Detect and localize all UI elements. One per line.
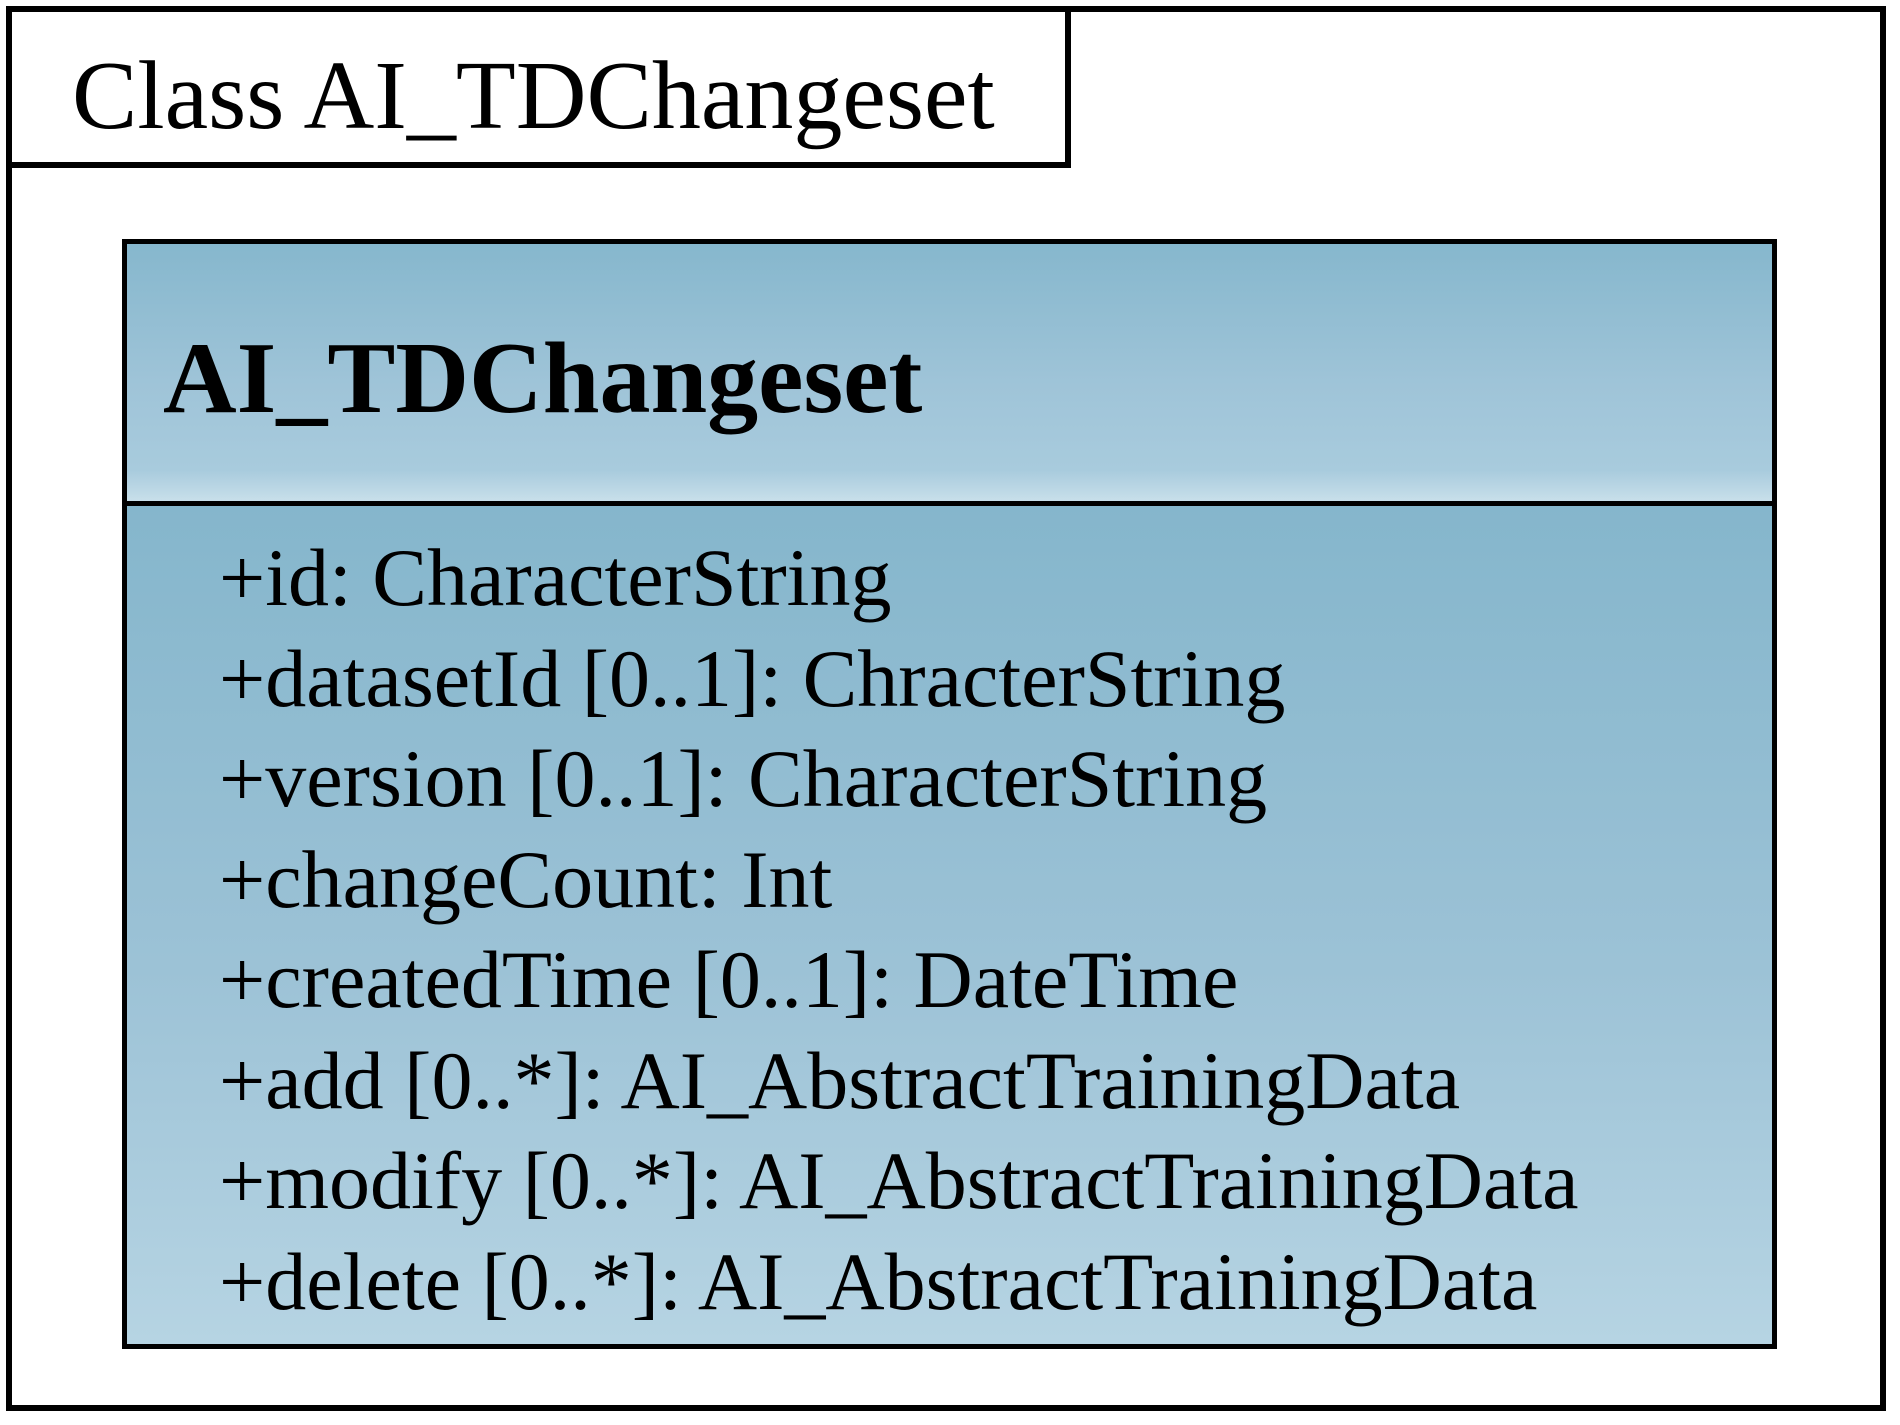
attribute-add: +add [0..*]: AI_AbstractTrainingData [219, 1034, 1461, 1126]
attribute-delete: +delete [0..*]: AI_AbstractTrainingData [219, 1235, 1538, 1327]
attribute-change-count: +changeCount: Int [219, 833, 833, 925]
attributes-compartment: +id: CharacterString +datasetId [0..1]: … [127, 506, 1772, 1344]
frame-title: Class AI_TDChangeset [72, 42, 995, 150]
attribute-dataset-id: +datasetId [0..1]: ChracterString [219, 632, 1286, 724]
attribute-id: +id: CharacterString [219, 532, 892, 623]
attribute-modify: +modify [0..*]: AI_AbstractTrainingData [219, 1135, 1579, 1226]
diagram-frame-tab: Class AI_TDChangeset [6, 6, 1071, 168]
class-header: AI_TDChangeset [127, 244, 1772, 506]
attribute-list: +id: CharacterString +datasetId [0..1]: … [219, 528, 1579, 1332]
attribute-created-time: +createdTime [0..1]: DateTime [219, 934, 1239, 1025]
attribute-version: +version [0..1]: CharacterString [219, 733, 1268, 824]
class-box[interactable]: AI_TDChangeset +id: CharacterString +dat… [122, 239, 1777, 1349]
class-name: AI_TDChangeset [163, 322, 923, 435]
